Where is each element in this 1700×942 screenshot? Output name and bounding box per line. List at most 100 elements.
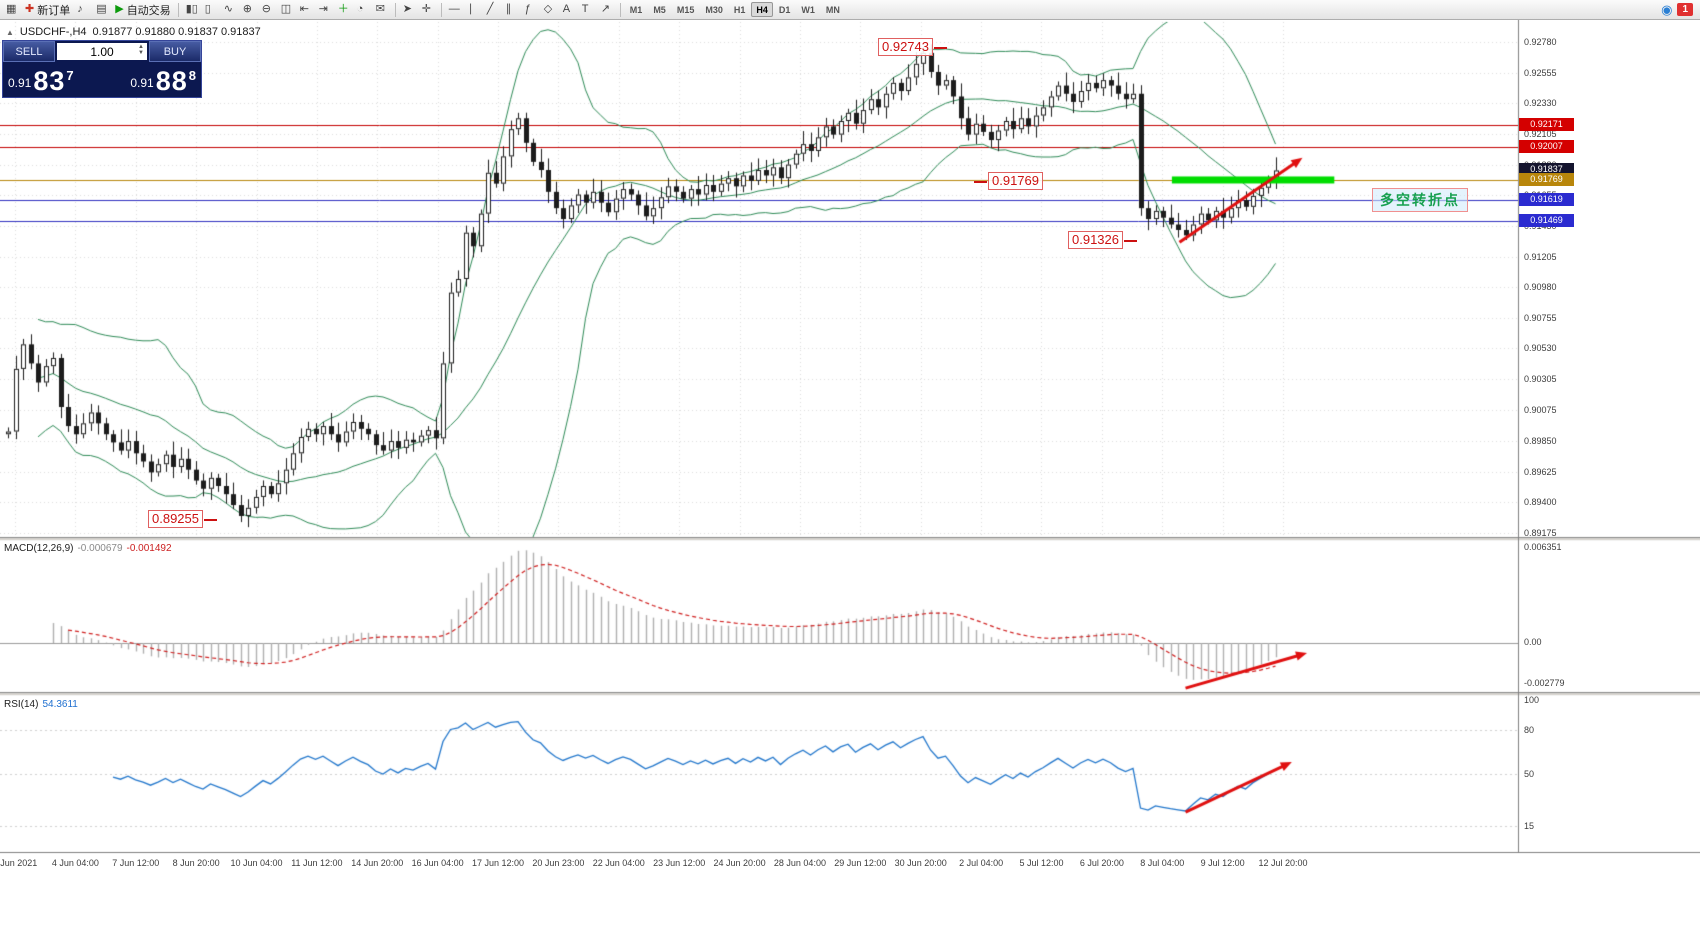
trade-panel-prices: 0.91 83 7 0.91 88 8 xyxy=(3,62,201,97)
price-axis-tag[interactable]: 0.91619 xyxy=(1519,193,1574,207)
rsi-scale-label: 15 xyxy=(1524,821,1535,831)
swing-high-label[interactable]: 0.92743 xyxy=(878,38,947,56)
time-axis-label: 24 Jun 20:00 xyxy=(713,858,766,868)
bid-price-prefix: 0.91 xyxy=(8,76,32,90)
time-axis-label: 30 Jun 20:00 xyxy=(894,858,947,868)
arrow-objects-button-glyph: ↗ xyxy=(600,3,611,15)
time-axis-label: 22 Jun 04:00 xyxy=(592,858,645,868)
shapes-button-glyph: ◇ xyxy=(543,3,553,15)
rsi-indicator-label: RSI(14) 54.3611 xyxy=(4,699,78,710)
price-axis-label: 0.90755 xyxy=(1524,312,1557,323)
candlestick-chart-button-glyph: ▯ xyxy=(204,3,211,15)
timeframe-w1[interactable]: W1 xyxy=(796,2,820,17)
text-button[interactable]: A xyxy=(560,1,578,18)
sell-button[interactable]: SELL xyxy=(3,41,55,62)
tile-windows-button[interactable]: ◫ xyxy=(278,1,296,18)
june-low-label[interactable]: 0.89255 xyxy=(148,510,217,528)
volume-stepper[interactable]: ▲ ▼ xyxy=(138,44,144,56)
chart-window: USDCHF-,H4 0.91877 0.91880 0.91837 0.918… xyxy=(0,20,1700,942)
market-watch-button[interactable]: ▤ xyxy=(93,1,111,18)
sound-button[interactable]: ♪ xyxy=(74,1,92,18)
timeframe-mn[interactable]: MN xyxy=(821,2,845,17)
mail-button[interactable]: ✉ xyxy=(373,1,391,18)
time-axis-label: 29 Jun 12:00 xyxy=(834,858,887,868)
add-indicator-button[interactable]: ＋ xyxy=(335,1,353,18)
time-axis-label: 17 Jun 12:00 xyxy=(472,858,525,868)
time-axis-label: 5 Jul 12:00 xyxy=(1019,858,1064,868)
bar-chart-button-glyph: ▮▯ xyxy=(185,3,198,15)
line-chart-button-glyph: ∿ xyxy=(223,3,234,15)
line-chart-button[interactable]: ∿ xyxy=(221,1,239,18)
zoom-out-button[interactable]: ⊖ xyxy=(259,1,277,18)
time-axis-label: 20 Jun 23:00 xyxy=(532,858,585,868)
channel-button-glyph: ∥ xyxy=(505,3,512,15)
chart-canvas[interactable] xyxy=(0,20,1700,942)
timeframe-d1[interactable]: D1 xyxy=(774,2,796,17)
price-axis-label: 0.90980 xyxy=(1524,282,1557,293)
volume-down-icon[interactable]: ▼ xyxy=(138,50,144,56)
time-axis-label: 7 Jun 12:00 xyxy=(112,858,160,868)
market-watch-button-glyph: ▤ xyxy=(96,3,107,15)
time-axis-label: 12 Jul 20:00 xyxy=(1258,858,1308,868)
price-axis-label: 0.92330 xyxy=(1524,98,1557,109)
buy-button[interactable]: BUY xyxy=(149,41,201,62)
price-axis-tag[interactable]: 0.91769 xyxy=(1519,172,1574,186)
zoom-in-button[interactable]: ⊕ xyxy=(240,1,258,18)
macd-main-value: -0.000679 xyxy=(77,543,123,554)
macd-scale-label: 0.00 xyxy=(1524,637,1542,648)
ask-price-prefix: 0.91 xyxy=(130,76,154,90)
macd-scale-label: 0.006351 xyxy=(1524,542,1562,552)
turning-point-label[interactable]: 多空转折点 xyxy=(1372,188,1468,212)
notification-badge[interactable]: 1 xyxy=(1677,3,1693,16)
macd-name: MACD(12,26,9) xyxy=(4,543,74,554)
channel-button[interactable]: ∥ xyxy=(503,1,521,18)
chart-ohlc-values: 0.91877 0.91880 0.91837 0.91837 xyxy=(92,26,261,38)
timeframe-h4[interactable]: H4 xyxy=(751,2,773,17)
time-axis-label: 16 Jun 04:00 xyxy=(411,858,464,868)
trendline-button[interactable]: ╱ xyxy=(484,1,502,18)
price-axis-tag[interactable]: 0.91469 xyxy=(1519,213,1574,227)
vertical-line-button[interactable]: ∣ xyxy=(465,1,483,18)
volume-input[interactable]: 1.00 ▲ ▼ xyxy=(57,43,147,60)
window-menu-icon[interactable]: ▦ xyxy=(3,1,21,18)
macd-scale-label: -0.002779 xyxy=(1524,678,1565,688)
timeframe-h1[interactable]: H1 xyxy=(729,2,751,17)
auto-scroll-button[interactable]: ⇥ xyxy=(316,1,334,18)
chart-shift-button[interactable]: ⇤ xyxy=(297,1,315,18)
fibonacci-button[interactable]: ƒ xyxy=(522,1,540,18)
time-axis-label: 23 Jun 12:00 xyxy=(653,858,706,868)
pivot-price-label[interactable]: 0.91769 xyxy=(974,172,1043,190)
timeframe-m30[interactable]: M30 xyxy=(700,2,728,17)
volume-up-icon[interactable]: ▲ xyxy=(138,44,144,50)
label-button[interactable]: T xyxy=(579,1,597,18)
time-axis-label: 9 Jul 12:00 xyxy=(1200,858,1245,868)
timeframe-m5[interactable]: M5 xyxy=(648,2,671,17)
tile-windows-button-glyph: ◫ xyxy=(280,3,292,15)
crosshair-button[interactable]: ✛ xyxy=(419,1,437,18)
auto-trading-button[interactable]: ▶ 自动交易 xyxy=(112,1,173,18)
ask-price-big: 88 xyxy=(155,66,188,96)
timeframe-m1[interactable]: M1 xyxy=(625,2,648,17)
horizontal-line-button[interactable]: ― xyxy=(446,1,464,18)
fibonacci-button-glyph: ƒ xyxy=(524,3,531,15)
price-axis-label: 0.90305 xyxy=(1524,374,1557,385)
horizontal-line-button-glyph: ― xyxy=(448,3,460,15)
community-icon[interactable]: ◉ xyxy=(1661,1,1673,17)
trade-panel-controls: SELL 1.00 ▲ ▼ BUY xyxy=(3,41,201,62)
time-axis-label: 3 Jun 2021 xyxy=(0,858,38,868)
bar-chart-button[interactable]: ▮▯ xyxy=(183,1,201,18)
cursor-button[interactable]: ➤ xyxy=(400,1,418,18)
time-axis-label: 28 Jun 04:00 xyxy=(773,858,826,868)
arrow-objects-button[interactable]: ↗ xyxy=(598,1,616,18)
new-order-button[interactable]: ✚ 新订单 xyxy=(22,1,73,18)
shapes-button[interactable]: ◇ xyxy=(541,1,559,18)
timeframe-m15[interactable]: M15 xyxy=(672,2,700,17)
rsi-scale-label: 100 xyxy=(1524,695,1540,705)
period-clock-button[interactable]: ◔ xyxy=(354,1,372,18)
price-axis-tag[interactable]: 0.92171 xyxy=(1519,117,1574,131)
price-axis-label: 0.90530 xyxy=(1524,343,1557,354)
rsi-name: RSI(14) xyxy=(4,699,39,710)
price-axis-tag[interactable]: 0.92007 xyxy=(1519,140,1574,154)
swing-low-label[interactable]: 0.91326 xyxy=(1068,231,1137,249)
candlestick-chart-button[interactable]: ▯ xyxy=(202,1,220,18)
